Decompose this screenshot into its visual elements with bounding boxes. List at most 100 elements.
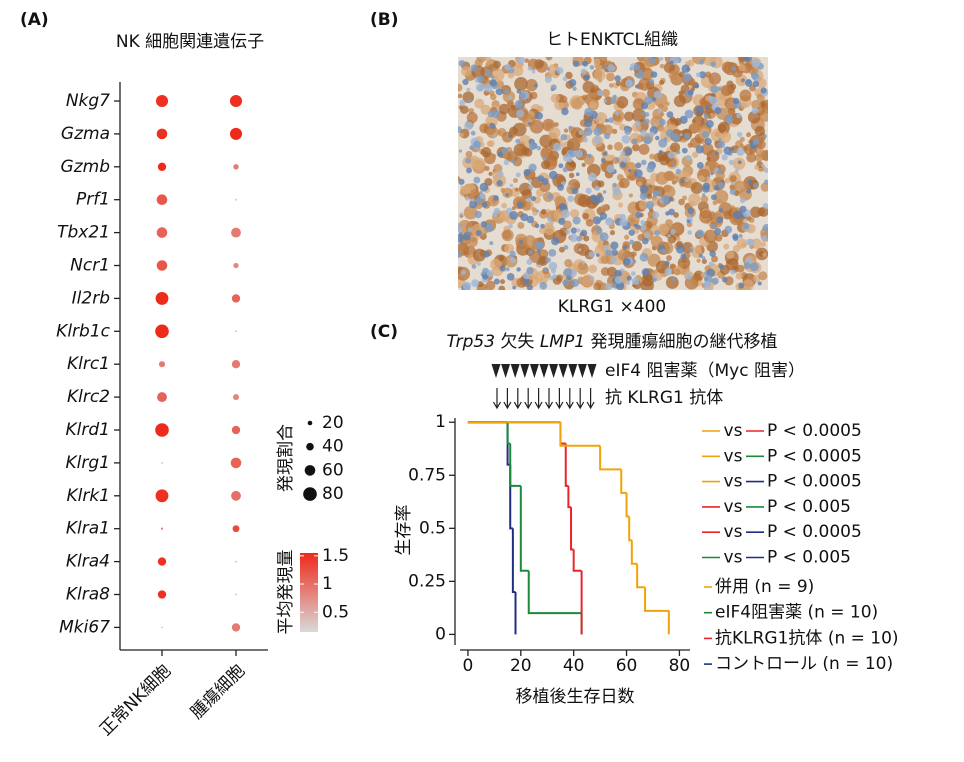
nucleus	[640, 129, 647, 137]
nucleus	[702, 185, 710, 193]
stain	[736, 264, 745, 273]
stain	[504, 243, 515, 254]
stain	[714, 189, 729, 204]
nucleus	[706, 176, 711, 180]
nucleus	[570, 227, 578, 234]
stain	[525, 78, 538, 92]
nucleus	[736, 147, 745, 156]
stain	[754, 164, 760, 170]
comparison-vs: vs	[724, 446, 743, 466]
stain	[511, 206, 516, 211]
stain	[539, 277, 544, 282]
nucleus	[584, 119, 593, 128]
nucleus	[535, 111, 543, 120]
nucleus	[721, 276, 728, 283]
comparison-p: P < 0.0005	[767, 472, 862, 492]
x-tick-label: 20	[510, 656, 532, 676]
nucleus	[738, 233, 743, 239]
nucleus	[731, 66, 737, 72]
nucleus	[664, 267, 673, 276]
nucleus	[726, 149, 730, 154]
nucleus	[612, 182, 617, 188]
nucleus	[732, 97, 740, 105]
nucleus	[504, 88, 510, 95]
stain	[605, 72, 615, 82]
stain	[544, 224, 555, 236]
legend-title: 平均発現量	[276, 550, 296, 635]
nucleus	[594, 185, 600, 192]
nucleus	[641, 268, 650, 277]
nucleus	[595, 227, 603, 234]
title-part: Trp53	[447, 332, 495, 352]
nucleus	[737, 160, 742, 165]
stain	[461, 185, 471, 195]
stain	[663, 184, 672, 193]
nucleus	[621, 134, 631, 144]
treatment-arrow	[534, 388, 543, 410]
nucleus	[606, 164, 615, 173]
nucleus	[639, 192, 648, 201]
survival-step	[527, 570, 582, 615]
survival-step	[511, 528, 516, 593]
nucleus	[503, 159, 510, 166]
stain	[487, 140, 495, 148]
stain	[583, 154, 595, 165]
stain	[488, 171, 493, 176]
stain	[550, 93, 560, 103]
nucleus	[615, 157, 620, 163]
dot	[231, 294, 241, 303]
nucleus	[495, 88, 503, 96]
y-tick-label: 0	[435, 624, 446, 644]
stain	[700, 195, 709, 203]
nucleus	[515, 138, 521, 144]
stain	[484, 57, 491, 62]
nucleus	[548, 249, 557, 257]
comparison-p: P < 0.0005	[767, 522, 862, 542]
nucleus	[704, 105, 710, 111]
nucleus	[462, 281, 472, 290]
stain	[588, 264, 598, 274]
stain	[682, 195, 687, 201]
dot	[231, 623, 241, 632]
nucleus	[687, 207, 695, 215]
nucleus	[479, 182, 489, 192]
x-label: 正常NK細胞	[96, 661, 175, 740]
nucleus	[576, 228, 581, 233]
dot	[155, 423, 169, 437]
stain	[513, 143, 527, 157]
nucleus	[505, 193, 509, 197]
stain	[726, 250, 735, 259]
nucleus	[588, 251, 595, 258]
nucleus	[641, 159, 647, 166]
nucleus	[633, 169, 643, 178]
nucleus	[657, 109, 663, 114]
nucleus	[528, 184, 534, 190]
stain	[688, 193, 701, 206]
nucleus	[696, 161, 704, 169]
stain	[755, 154, 763, 162]
nucleus	[625, 79, 633, 88]
stain	[649, 153, 656, 160]
nucleus	[496, 180, 503, 187]
nucleus	[476, 261, 481, 266]
nucleus	[679, 133, 683, 137]
nucleus	[458, 149, 462, 153]
dot	[157, 392, 167, 403]
gene-label: Klrc1	[67, 354, 110, 374]
stain	[545, 57, 553, 61]
nucleus	[475, 83, 484, 92]
stain	[521, 189, 533, 200]
nucleus	[680, 253, 687, 260]
nucleus	[667, 151, 675, 159]
nucleus	[470, 64, 478, 72]
stain	[760, 182, 768, 192]
nucleus	[516, 201, 524, 209]
nucleus	[560, 133, 568, 141]
comparison-p: P < 0.0005	[767, 446, 862, 466]
nucleus	[757, 281, 762, 286]
legend-title: 発現割合	[276, 424, 296, 492]
nucleus	[611, 249, 619, 256]
x-axis-label: 移植後生存日数	[516, 687, 635, 707]
stain	[742, 279, 754, 290]
nucleus	[636, 224, 641, 230]
